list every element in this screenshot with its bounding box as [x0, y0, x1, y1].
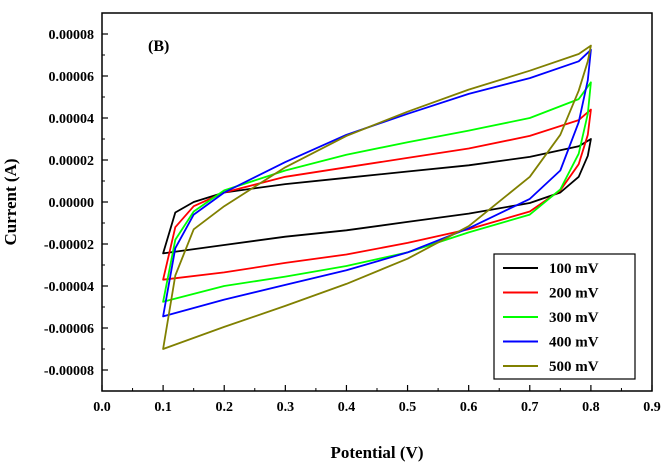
x-tick-label: 0.0 [93, 400, 111, 415]
x-tick-label: 0.9 [643, 400, 661, 415]
x-tick-label: 0.7 [521, 400, 539, 415]
series-layer [162, 44, 592, 350]
x-tick-label: 0.4 [338, 400, 356, 415]
x-tick-label: 0.5 [399, 400, 417, 415]
ticks-layer: 0.0 0.1 0.2 0.3 0.4 0.5 0.6 0.7 0.8 0.9 0.00008 0.0… [44, 28, 661, 415]
series-line-300-mv [162, 81, 592, 303]
y-tick-label: -0.00006 [44, 322, 94, 337]
y-tick-label: -0.00008 [44, 364, 94, 379]
panel-label: (B) [148, 38, 169, 55]
y-tick-label: 0.00002 [49, 154, 95, 169]
x-tick-label: 0.3 [277, 400, 295, 415]
y-axis-title: Current (A) [1, 158, 20, 245]
legend: 100 mV 200 mV 300 mV 400 mV 500 mV [493, 253, 636, 380]
x-tick-label: 0.2 [215, 400, 233, 415]
legend-label: 200 mV [549, 286, 599, 302]
y-tick-label: 0.00008 [49, 28, 95, 43]
series-line-100-mv [162, 138, 592, 255]
y-tick-label: 0.00000 [49, 196, 95, 211]
legend-label: 400 mV [549, 335, 599, 351]
x-tick-label: 0.8 [582, 400, 600, 415]
series-line-200-mv [162, 108, 592, 281]
series-line-500-mv [162, 44, 592, 350]
y-tick-label: 0.00006 [49, 70, 95, 85]
x-axis-title: Potential (V) [330, 443, 423, 462]
legend-label: 300 mV [549, 310, 599, 326]
y-tick-label: -0.00004 [44, 280, 94, 295]
x-tick-label: 0.1 [154, 400, 172, 415]
y-tick-label: -0.00002 [44, 238, 94, 253]
legend-label: 100 mV [549, 261, 599, 277]
y-tick-label: 0.00004 [49, 112, 95, 127]
legend-label: 500 mV [549, 359, 599, 375]
x-tick-label: 0.6 [460, 400, 478, 415]
